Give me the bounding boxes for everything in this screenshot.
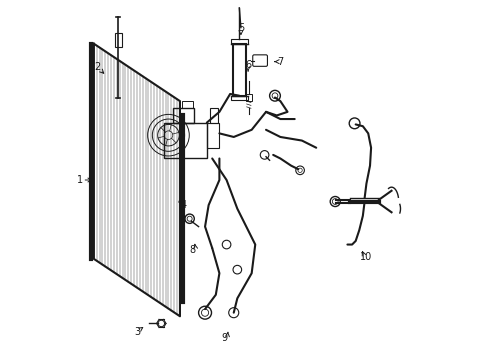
Bar (206, 123, 219, 148)
Text: 3: 3 (134, 327, 140, 337)
Bar (230, 96, 247, 100)
Text: 2: 2 (94, 62, 101, 72)
Bar (233, 44, 245, 96)
Bar (182, 101, 192, 108)
Bar (115, 33, 122, 47)
Text: 7: 7 (277, 57, 283, 67)
Text: 1: 1 (76, 175, 82, 185)
Bar (210, 108, 217, 123)
Bar (163, 123, 206, 158)
Text: 8: 8 (189, 245, 195, 255)
Text: 10: 10 (360, 252, 372, 262)
Text: 9: 9 (221, 333, 227, 343)
Text: 6: 6 (244, 60, 251, 70)
Bar (245, 94, 251, 101)
Text: 5: 5 (237, 23, 244, 33)
Bar (230, 40, 247, 44)
Text: 4: 4 (180, 200, 186, 210)
Bar (172, 108, 194, 123)
